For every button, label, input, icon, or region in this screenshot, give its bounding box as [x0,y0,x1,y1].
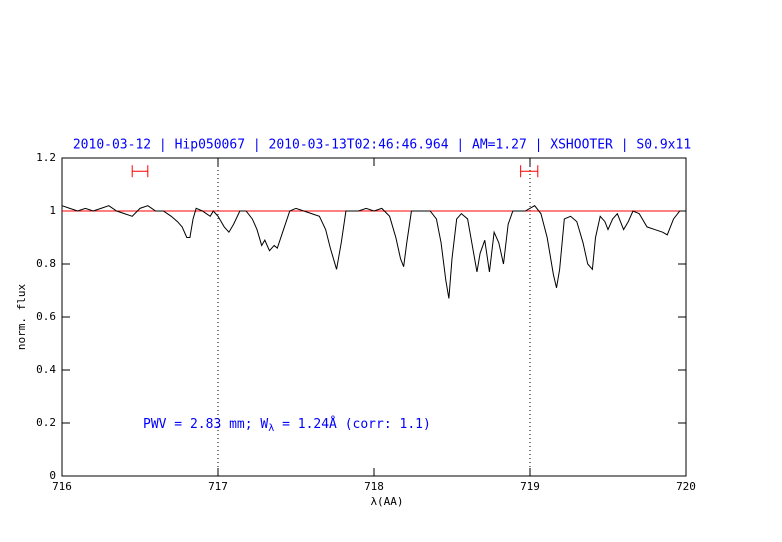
x-tick-label: 718 [364,480,384,493]
annotation-subscript: λ [268,423,274,434]
chart-title: 2010-03-12 | Hip050067 | 2010-03-13T02:4… [73,138,691,153]
annotation-text: PWV = 2.83 mm; W [143,417,268,432]
x-tick-label: 720 [676,480,696,493]
x-axis-label: λ(AA) [370,495,403,508]
y-tick-label: 1.2 [36,151,56,164]
y-tick-label: 0.6 [36,310,56,323]
annotation: PWV = 2.83 mm; Wλ = 1.24Å (corr: 1.1) [143,416,431,435]
y-axis-label: norm. flux [15,284,28,351]
y-tick-label: 0.2 [36,416,56,429]
y-tick-label: 1 [49,204,56,217]
annotation-text: = 1.24Å (corr: 1.1) [274,416,431,432]
spectrum-line [61,205,686,299]
x-tick-label: 716 [52,480,72,493]
y-tick-label: 0 [49,469,56,482]
y-tick-label: 0.8 [36,257,56,270]
x-tick-label: 719 [520,480,540,493]
y-tick-label: 0.4 [36,363,56,376]
x-tick-label: 717 [208,480,228,493]
